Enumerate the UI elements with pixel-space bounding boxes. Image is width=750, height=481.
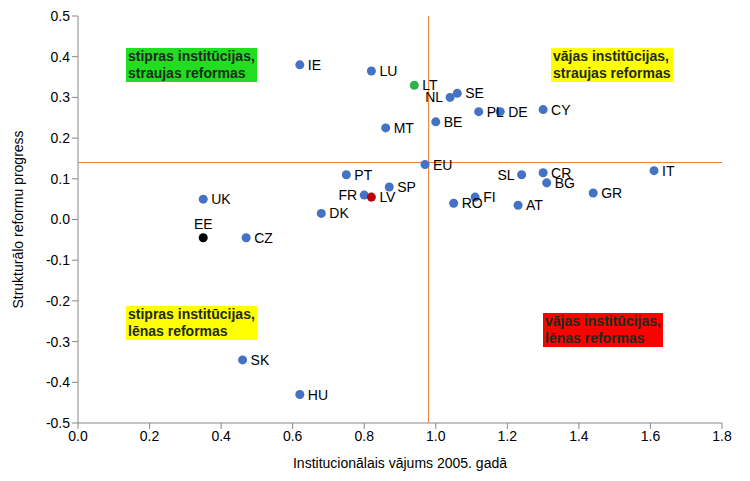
svg-text:DE: DE [508, 104, 527, 120]
html-text:stipras institūcijas,: stipras institūcijas, [128, 48, 255, 64]
svg-text:AT: AT [526, 197, 543, 213]
html-text:straujas reformas: straujas reformas [553, 65, 671, 81]
svg-text:CZ: CZ [254, 230, 273, 246]
svg-text:0.5: 0.5 [51, 8, 71, 24]
html-text:vājas institūcijas,: vājas institūcijas, [553, 48, 669, 64]
svg-text:0.0: 0.0 [51, 211, 71, 227]
svg-text:EE: EE [194, 216, 213, 232]
svg-text:IE: IE [308, 57, 321, 73]
svg-text:0.0: 0.0 [68, 428, 88, 444]
svg-text:0.1: 0.1 [51, 171, 71, 187]
svg-text:0.6: 0.6 [283, 428, 303, 444]
html-text:lēnas reformas: lēnas reformas [128, 323, 228, 339]
svg-text:1.6: 1.6 [641, 428, 661, 444]
svg-text:-0.1: -0.1 [46, 252, 70, 268]
svg-text:LT: LT [422, 77, 438, 94]
svg-text:GR: GR [601, 185, 622, 201]
svg-text:1.0: 1.0 [426, 428, 446, 444]
svg-text:0.4: 0.4 [51, 49, 71, 65]
svg-text:0.8: 0.8 [354, 428, 374, 444]
svg-text:1.2: 1.2 [498, 428, 518, 444]
svg-text:0.2: 0.2 [140, 428, 160, 444]
svg-text:1.8: 1.8 [712, 428, 732, 444]
svg-text:Strukturālo reformu progress: Strukturālo reformu progress [10, 130, 26, 308]
html-text:stipras institūcijas,: stipras institūcijas, [128, 306, 255, 322]
svg-text:EU: EU [433, 157, 452, 173]
html-text:vājas institūcijas,: vājas institūcijas, [545, 313, 661, 329]
svg-text:-0.4: -0.4 [46, 374, 70, 390]
svg-text:MT: MT [394, 120, 415, 136]
svg-text:1.4: 1.4 [569, 428, 589, 444]
svg-text:0.4: 0.4 [211, 428, 231, 444]
svg-text:LU: LU [379, 63, 397, 79]
svg-text:BE: BE [444, 114, 463, 130]
svg-text:HU: HU [308, 387, 328, 403]
svg-text:PT: PT [354, 167, 372, 183]
svg-text:FI: FI [483, 189, 495, 205]
svg-text:RO: RO [462, 195, 483, 211]
svg-text:-0.3: -0.3 [46, 334, 70, 350]
svg-text:SE: SE [465, 85, 484, 101]
svg-text:CR: CR [551, 164, 572, 181]
svg-text:IT: IT [662, 163, 675, 179]
svg-text:0.3: 0.3 [51, 89, 71, 105]
svg-text:LV: LV [379, 189, 396, 205]
svg-text:Institucionālais vājums 2005.: Institucionālais vājums 2005. gadā [293, 455, 507, 471]
svg-text:PL: PL [487, 104, 504, 120]
svg-text:-0.5: -0.5 [46, 415, 70, 431]
svg-text:UK: UK [211, 191, 231, 207]
svg-text:-0.2: -0.2 [46, 293, 70, 309]
html-text:lēnas reformas: lēnas reformas [545, 330, 645, 346]
svg-text:SK: SK [251, 352, 270, 368]
svg-text:FR: FR [339, 187, 358, 203]
html-text:straujas reformas: straujas reformas [128, 65, 246, 81]
svg-text:DK: DK [329, 205, 349, 221]
svg-text:SL: SL [498, 167, 515, 183]
svg-text:NL: NL [425, 89, 443, 105]
svg-text:0.2: 0.2 [51, 130, 71, 146]
svg-text:CY: CY [551, 102, 571, 118]
svg-text:SP: SP [397, 179, 416, 195]
svg-text:BG: BG [555, 175, 575, 191]
